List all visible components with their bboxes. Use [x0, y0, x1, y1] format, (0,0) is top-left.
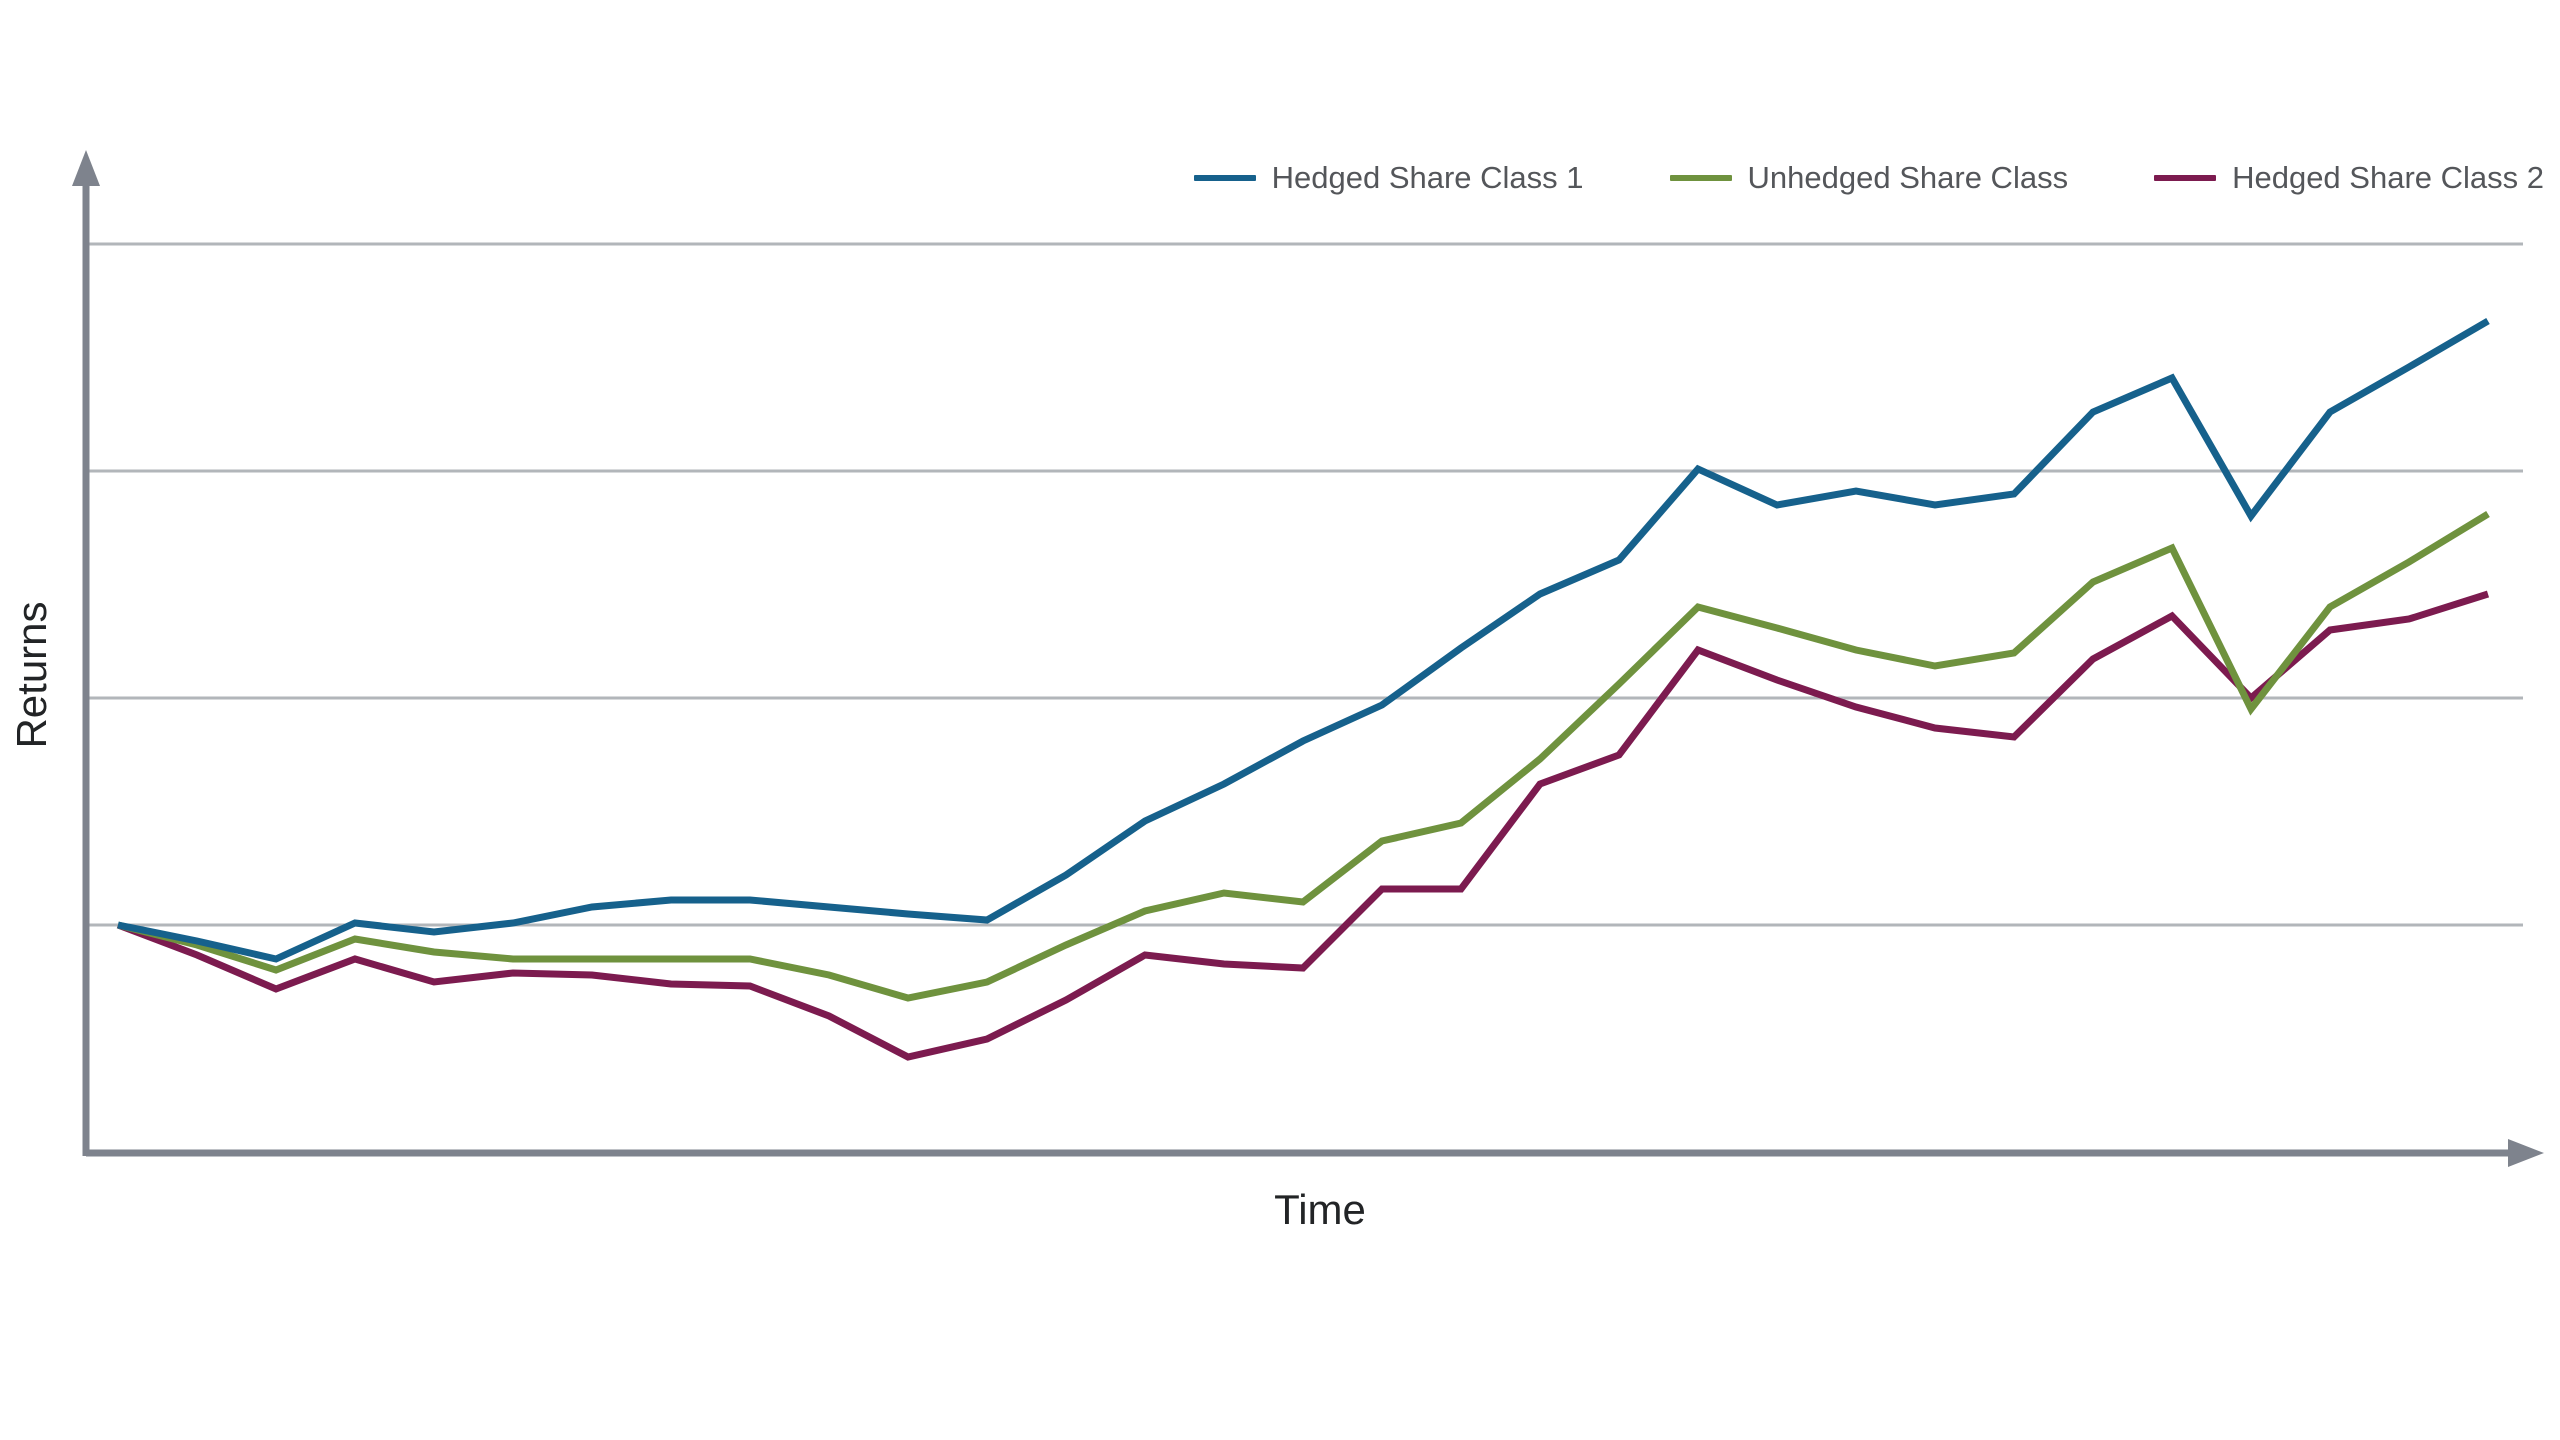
- legend-line-swatch-hedged-1: [1193, 175, 1256, 181]
- legend-item-unhedged: Unhedged Share Class: [1669, 160, 2069, 196]
- legend-item-hedged-2: Hedged Share Class 2: [2154, 160, 2544, 196]
- legend-line-swatch-hedged-2: [2154, 175, 2217, 181]
- horizontal-gridlines: [86, 242, 2523, 927]
- y-axis-arrowhead-icon: [72, 150, 100, 186]
- legend-label: Hedged Share Class 2: [2232, 160, 2544, 195]
- chart-legend: Hedged Share Class 1 Unhedged Share Clas…: [1193, 156, 2544, 200]
- series-line-unhedged-share-class: [117, 511, 2490, 1002]
- legend-label: Unhedged Share Class: [1747, 160, 2069, 195]
- x-axis-label: Time: [1274, 1186, 1366, 1233]
- legend-label: Hedged Share Class 1: [1271, 160, 1584, 195]
- x-axis-arrowhead-icon: [2508, 1139, 2544, 1167]
- series-line-hedged-share-class-2: [116, 590, 2490, 1061]
- series-line-hedged-share-class-1: [117, 317, 2490, 963]
- legend-item-hedged-1: Hedged Share Class 1: [1193, 160, 1584, 196]
- series-lines: [116, 317, 2490, 1061]
- legend-line-swatch-unhedged: [1669, 175, 1732, 181]
- y-axis-label: Returns: [8, 601, 55, 749]
